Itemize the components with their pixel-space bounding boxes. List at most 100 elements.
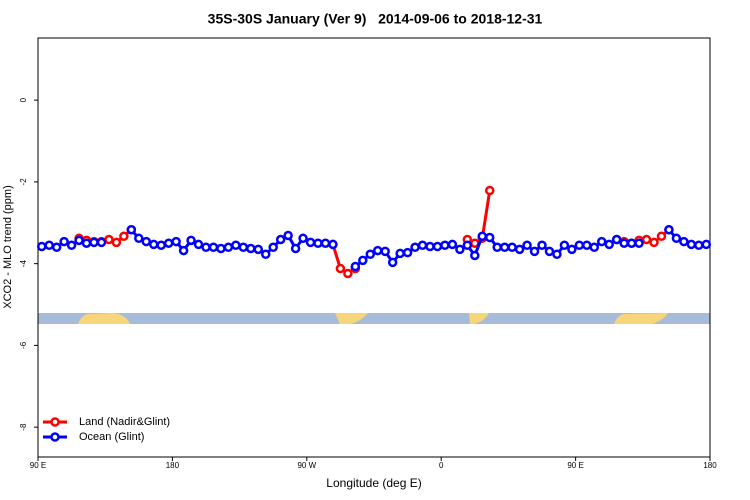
point [395,248,405,259]
legend-label: Land (Nadir&Glint) [79,416,170,428]
point [634,238,644,248]
point [462,240,473,251]
point [582,240,592,251]
point [567,244,577,255]
point [298,233,308,244]
point [552,249,562,259]
point [410,242,420,253]
point [231,240,241,251]
point [246,243,256,254]
point [216,243,226,254]
point [417,240,428,251]
point [641,234,652,245]
point [253,244,264,255]
point [328,239,338,250]
point [432,241,443,252]
point [574,240,585,251]
point [671,233,682,244]
point [664,224,674,235]
point [649,237,659,248]
y-tick-label: -2 [19,178,28,186]
y-axis-label: XCO2 - MLO trend (ppm) [2,185,14,308]
point [679,236,689,247]
point [81,238,92,248]
y-tick-label: 0 [19,97,28,102]
point [171,236,181,247]
point [320,238,331,248]
x-tick-label: 90 E [30,461,46,470]
x-tick-label: 90 W [297,461,316,470]
point [283,230,293,241]
point [156,240,166,251]
point [51,242,62,253]
legend-marker [50,417,60,427]
point [290,243,301,254]
point [358,255,368,266]
series-line [78,190,670,276]
point [275,234,286,245]
map-strip [38,313,710,324]
point [694,240,704,251]
point [656,231,667,242]
x-tick-label: 180 [703,461,717,470]
point [477,231,488,242]
point [305,237,316,248]
legend-marker [50,432,60,442]
point [619,238,629,248]
point [372,245,383,256]
point [201,242,211,253]
y-tick-label: -6 [19,341,28,349]
point [134,233,144,244]
point [611,234,622,245]
point [223,242,234,253]
point [36,241,47,252]
point [111,237,122,248]
point [596,236,607,247]
point [447,239,458,250]
point [313,238,323,248]
point [507,242,517,253]
point [104,234,114,245]
point [529,246,540,257]
point [335,263,346,274]
point [148,239,159,250]
point [522,240,532,251]
point [343,268,353,279]
point [163,238,174,248]
point [74,235,84,246]
point [126,224,137,235]
point [589,242,600,253]
point [604,239,614,250]
chart-title: 35S-30S January (Ver 9) 2014-09-06 to 20… [208,11,543,27]
point [186,235,196,246]
point [238,242,249,253]
legend-label: Ocean (Glint) [79,431,144,443]
point [350,261,361,272]
point [119,231,129,242]
point [44,240,54,251]
point [208,242,219,253]
point [559,240,570,251]
point [537,240,547,251]
x-tick-label: 0 [439,461,444,470]
point [365,249,376,259]
point [484,185,495,196]
point [59,236,69,247]
point [387,257,398,268]
point [89,237,99,248]
point [178,245,189,256]
x-axis-label: Longitude (deg E) [326,476,421,490]
point [626,238,637,248]
point [402,247,413,258]
point [686,239,697,250]
x-tick-label: 180 [166,461,180,470]
point [380,246,390,257]
point [499,242,510,253]
y-tick-label: -4 [19,260,28,268]
point [193,239,204,250]
point [260,249,271,259]
x-tick-label: 90 E [567,461,583,470]
point [701,239,712,250]
point [440,240,450,251]
